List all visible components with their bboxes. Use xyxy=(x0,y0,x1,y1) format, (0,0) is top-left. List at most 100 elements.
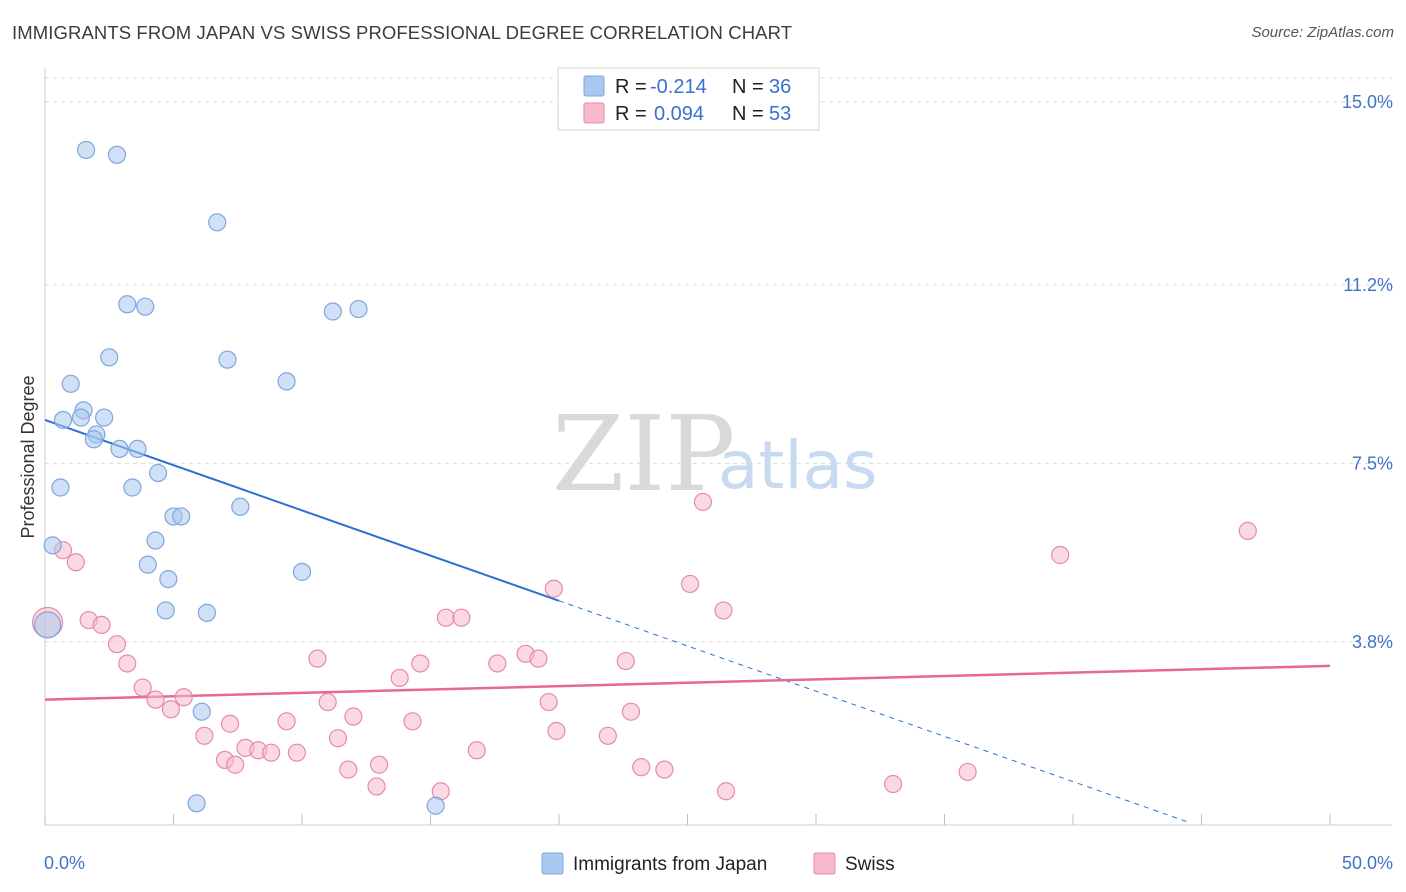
legend-n-value-japan: 36 xyxy=(769,76,791,98)
bottom-legend-swatch-japan xyxy=(541,852,564,875)
swiss-point-27 xyxy=(539,692,558,712)
japan-point-19 xyxy=(148,463,168,483)
tick-labels: 3.8% 7.5% 11.2% 15.0% 0.0% 50.0% xyxy=(44,92,1393,873)
swiss-point-45 xyxy=(339,760,358,779)
legend-n-value-swiss: 53 xyxy=(769,103,791,125)
japan-point-33 xyxy=(192,702,211,721)
japan-point-26 xyxy=(43,536,62,555)
swiss-point-9 xyxy=(436,608,456,627)
swiss-point-8 xyxy=(714,601,733,620)
japan-point-24 xyxy=(172,507,191,526)
japan-point-20 xyxy=(51,478,70,497)
chart-title: IMMIGRANTS FROM JAPAN VS SWISS PROFESSIO… xyxy=(12,22,793,43)
swiss-point-4 xyxy=(1238,521,1257,540)
bottom-legend: Immigrants from Japan Swiss xyxy=(541,852,895,875)
swiss-point-15 xyxy=(308,649,327,668)
japan-point-25 xyxy=(146,531,165,550)
swiss-point-5 xyxy=(1051,545,1070,565)
swiss-point-14 xyxy=(118,654,137,673)
swiss-point-34 xyxy=(328,729,348,748)
japan-point-1 xyxy=(107,145,127,164)
swiss-point-23 xyxy=(146,690,165,709)
legend-n-label-swiss: N = xyxy=(732,103,764,125)
swiss-point-44 xyxy=(370,755,389,774)
swiss-point-29 xyxy=(403,712,422,731)
swiss-point-26 xyxy=(318,692,337,712)
swiss-point-16 xyxy=(411,654,430,673)
bottom-legend-label-swiss: Swiss xyxy=(845,854,895,875)
y-tick-label-2: 11.2% xyxy=(1343,275,1393,295)
trend-line-japan-extension xyxy=(558,600,1189,823)
japan-point-35 xyxy=(426,796,445,815)
swiss-point-21 xyxy=(390,668,409,688)
swiss-point-12 xyxy=(92,615,111,635)
swiss-point-28 xyxy=(344,707,363,726)
swiss-point-17 xyxy=(488,654,507,673)
legend-swatch-japan xyxy=(583,75,605,97)
swiss-point-19 xyxy=(529,649,548,668)
swiss-point-30 xyxy=(277,712,296,731)
grid xyxy=(45,77,1392,643)
legend-r-label-japan: R = xyxy=(615,76,647,98)
swiss-point-33 xyxy=(195,726,214,745)
japan-point-6 xyxy=(349,299,368,319)
y-axis-label: Professional Degree xyxy=(18,375,38,538)
japan-point-7 xyxy=(100,348,119,367)
japan-point-4 xyxy=(136,297,155,316)
swiss-point-46 xyxy=(632,758,651,777)
swiss-point-3 xyxy=(693,492,713,512)
legend-r-label-swiss: R = xyxy=(615,103,647,125)
swiss-point-35 xyxy=(547,721,566,741)
japan-point-12 xyxy=(71,408,91,427)
japan-point-3 xyxy=(118,295,137,314)
watermark-atlas: atlas xyxy=(718,427,878,504)
swiss-point-49 xyxy=(883,774,903,794)
swiss-point-40 xyxy=(287,743,306,762)
swiss-point-6 xyxy=(544,579,563,598)
japan-point-30 xyxy=(156,601,175,620)
swiss-point-7 xyxy=(680,574,700,594)
x-tick-label-1: 50.0% xyxy=(1342,853,1393,873)
japan-point-5 xyxy=(323,302,342,321)
swiss-point-2 xyxy=(66,553,85,572)
japan-point-18 xyxy=(128,439,147,459)
watermark: ZIP atlas xyxy=(552,393,878,515)
swiss-point-10 xyxy=(452,608,471,627)
japan-point-8 xyxy=(218,350,237,369)
japan-point-16 xyxy=(84,430,103,449)
bottom-legend-swatch-swiss xyxy=(813,852,836,875)
swiss-point-13 xyxy=(107,635,127,654)
x-tick-label-0: 0.0% xyxy=(44,853,85,873)
japan-point-10 xyxy=(61,374,80,393)
japan-point-28 xyxy=(159,569,178,589)
swiss-point-52 xyxy=(716,782,736,801)
swiss-point-24 xyxy=(161,700,181,719)
japan-point-17 xyxy=(110,439,129,459)
japan-point-22 xyxy=(231,497,250,516)
chart-source: Source: ZipAtlas.com xyxy=(1251,24,1394,41)
swiss-point-31 xyxy=(220,714,240,733)
data-points xyxy=(31,140,1257,815)
swiss-point-43 xyxy=(226,755,245,774)
y-tick-label-1: 7.5% xyxy=(1352,453,1393,473)
bottom-legend-label-japan: Immigrants from Japan xyxy=(573,854,767,875)
legend-r-value-swiss: 0.094 xyxy=(654,103,704,125)
legend-swatch-swiss xyxy=(583,102,605,124)
trend-line-swiss xyxy=(44,664,1331,701)
swiss-point-39 xyxy=(262,743,281,762)
swiss-point-36 xyxy=(598,726,617,745)
japan-point-34 xyxy=(187,794,206,813)
swiss-point-22 xyxy=(133,678,152,697)
japan-point-9 xyxy=(277,372,296,391)
swiss-point-48 xyxy=(958,762,977,782)
y-tick-label-0: 3.8% xyxy=(1352,632,1393,652)
legend-box: R = -0.214 N = 36 R = 0.094 N = 53 xyxy=(557,67,820,131)
japan-point-27 xyxy=(138,555,157,574)
japan-point-14 xyxy=(95,408,114,427)
swiss-point-25 xyxy=(174,688,193,707)
japan-point-13 xyxy=(53,410,73,430)
japan-point-21 xyxy=(123,478,142,497)
swiss-point-32 xyxy=(621,702,641,721)
japan-point-0 xyxy=(77,140,96,160)
